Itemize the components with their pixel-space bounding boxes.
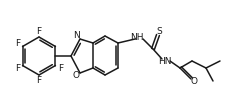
- Text: O: O: [191, 77, 198, 86]
- Text: S: S: [156, 27, 162, 36]
- Text: F: F: [36, 76, 41, 85]
- Text: HN: HN: [158, 57, 172, 66]
- Text: N: N: [73, 31, 79, 40]
- Text: F: F: [58, 64, 63, 73]
- Text: NH: NH: [130, 34, 144, 43]
- Text: F: F: [15, 64, 20, 73]
- Text: F: F: [36, 27, 41, 36]
- Text: F: F: [15, 39, 20, 48]
- Text: O: O: [72, 71, 79, 80]
